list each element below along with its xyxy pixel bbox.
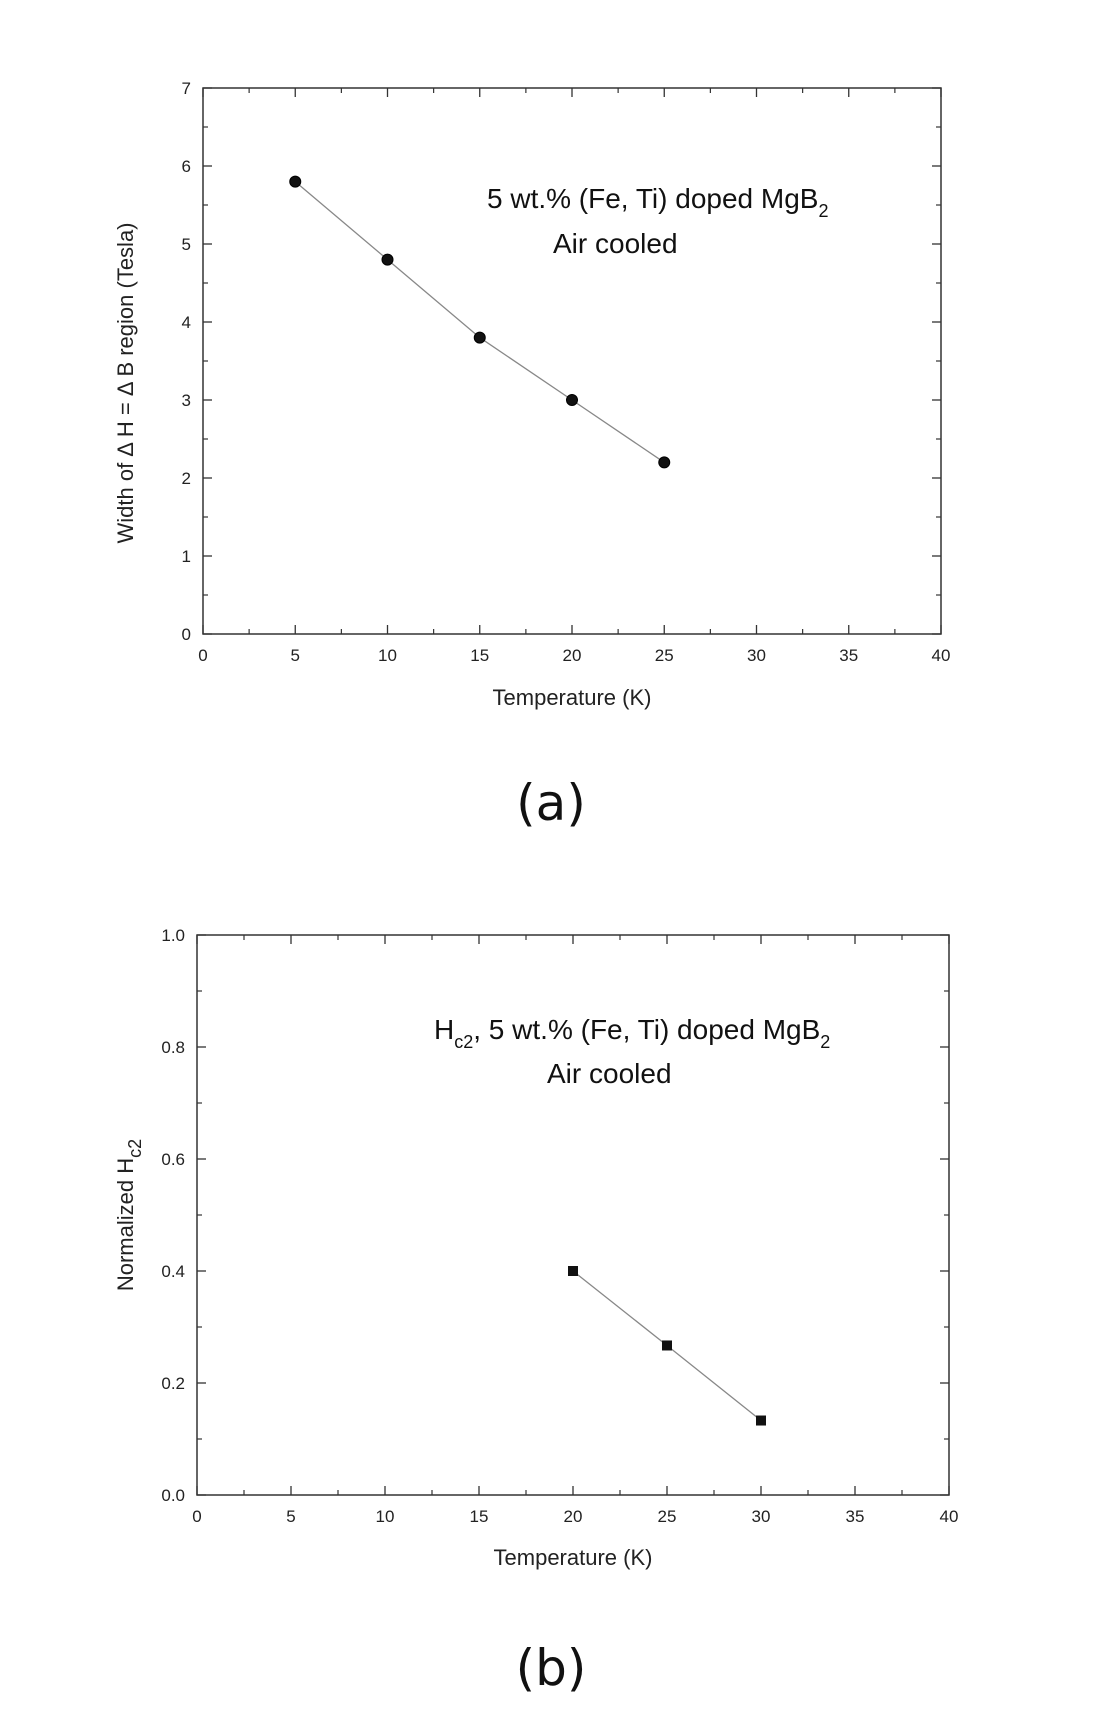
chart-b-points <box>568 1266 766 1426</box>
chart-a-series-line <box>294 181 665 463</box>
chart-a-plot-frame <box>202 87 942 635</box>
x-tick-label: 30 <box>747 646 766 665</box>
y-tick-label: 7 <box>182 79 191 98</box>
x-tick-label: 0 <box>198 646 207 665</box>
y-tick-label: 5 <box>182 235 191 254</box>
y-tick-label: 0.4 <box>161 1262 185 1281</box>
y-tick-label: 4 <box>182 313 191 332</box>
x-tick-label: 5 <box>286 1507 295 1526</box>
y-tick-label: 0 <box>182 625 191 644</box>
chart-b-annotation-pre-sub: c2 <box>454 1032 473 1052</box>
chart-a-annotation-main: 5 wt.% (Fe, Ti) doped MgB <box>487 183 818 214</box>
x-tick-label: 0 <box>192 1507 201 1526</box>
x-tick-label: 25 <box>655 646 674 665</box>
y-tick-label: 6 <box>182 157 191 176</box>
chart-a-panel-label: (a) <box>516 774 586 832</box>
data-point <box>566 394 578 406</box>
x-tick-label: 35 <box>839 646 858 665</box>
data-point <box>658 456 671 469</box>
x-tick-label: 20 <box>563 646 582 665</box>
chart-a-annotation-line2: Air cooled <box>553 228 678 259</box>
chart-b-ylabel-main: Normalized H <box>113 1158 138 1291</box>
chart-a-ylabel: Width of Δ H = Δ B region (Tesla) <box>113 222 138 543</box>
chart-a-points <box>289 175 671 469</box>
chart-b-annotation-line1: Hc2, 5 wt.% (Fe, Ti) doped MgB2 <box>434 1014 830 1052</box>
data-point <box>289 175 302 188</box>
x-tick-label: 20 <box>564 1507 583 1526</box>
y-tick-label: 1 <box>182 547 191 566</box>
chart-a: 0 5 10 15 20 25 30 35 40 0 1 2 3 4 5 6 7 Temperature (K)… <box>113 79 950 832</box>
data-point <box>381 253 394 266</box>
chart-a-annotation-line1: 5 wt.% (Fe, Ti) doped MgB2 <box>487 183 828 221</box>
y-tick-label: 1.0 <box>161 926 185 945</box>
y-tick-label: 0.2 <box>161 1374 185 1393</box>
chart-b-panel-label: (b) <box>516 1639 587 1697</box>
x-tick-label: 35 <box>846 1507 865 1526</box>
chart-b-annotation-pre: H <box>434 1014 454 1045</box>
chart-b-annotation-line2: Air cooled <box>547 1058 672 1089</box>
y-tick-label: 0.0 <box>161 1486 185 1505</box>
chart-b: 0 5 10 15 20 25 30 35 40 0.0 0.2 0.4 0.6 0.8 1.0 Tempe… <box>113 926 958 1697</box>
chart-a-ticks: 0 5 10 15 20 25 30 35 40 0 1 2 3 4 5 6 7 <box>182 79 951 665</box>
x-tick-label: 5 <box>291 646 300 665</box>
chart-a-xlabel: Temperature (K) <box>493 685 652 710</box>
chart-b-ylabel: Normalized Hc2 <box>113 1139 145 1291</box>
series-line <box>294 181 665 463</box>
chart-b-annotation-sub: 2 <box>820 1032 830 1052</box>
y-tick-label: 3 <box>182 391 191 410</box>
x-tick-label: 30 <box>752 1507 771 1526</box>
chart-a-annotation-sub: 2 <box>818 201 828 221</box>
x-tick-label: 15 <box>470 1507 489 1526</box>
y-tick-label: 2 <box>182 469 191 488</box>
data-point <box>662 1340 672 1351</box>
chart-b-xlabel: Temperature (K) <box>494 1545 653 1570</box>
chart-b-annotation-main: , 5 wt.% (Fe, Ti) doped MgB <box>473 1014 820 1045</box>
x-tick-label: 10 <box>378 646 397 665</box>
chart-b-ylabel-sub: c2 <box>125 1139 145 1158</box>
data-point <box>568 1266 578 1276</box>
y-tick-label: 0.8 <box>161 1038 185 1057</box>
data-point <box>756 1415 766 1426</box>
x-tick-label: 10 <box>376 1507 395 1526</box>
data-point <box>473 331 486 344</box>
x-tick-label: 15 <box>470 646 489 665</box>
x-tick-label: 40 <box>940 1507 959 1526</box>
y-tick-label: 0.6 <box>161 1150 185 1169</box>
x-tick-label: 25 <box>658 1507 677 1526</box>
chart-b-ticks: 0 5 10 15 20 25 30 35 40 0.0 0.2 0.4 0.6 0.8 1.0 <box>161 926 958 1526</box>
x-tick-label: 40 <box>932 646 951 665</box>
